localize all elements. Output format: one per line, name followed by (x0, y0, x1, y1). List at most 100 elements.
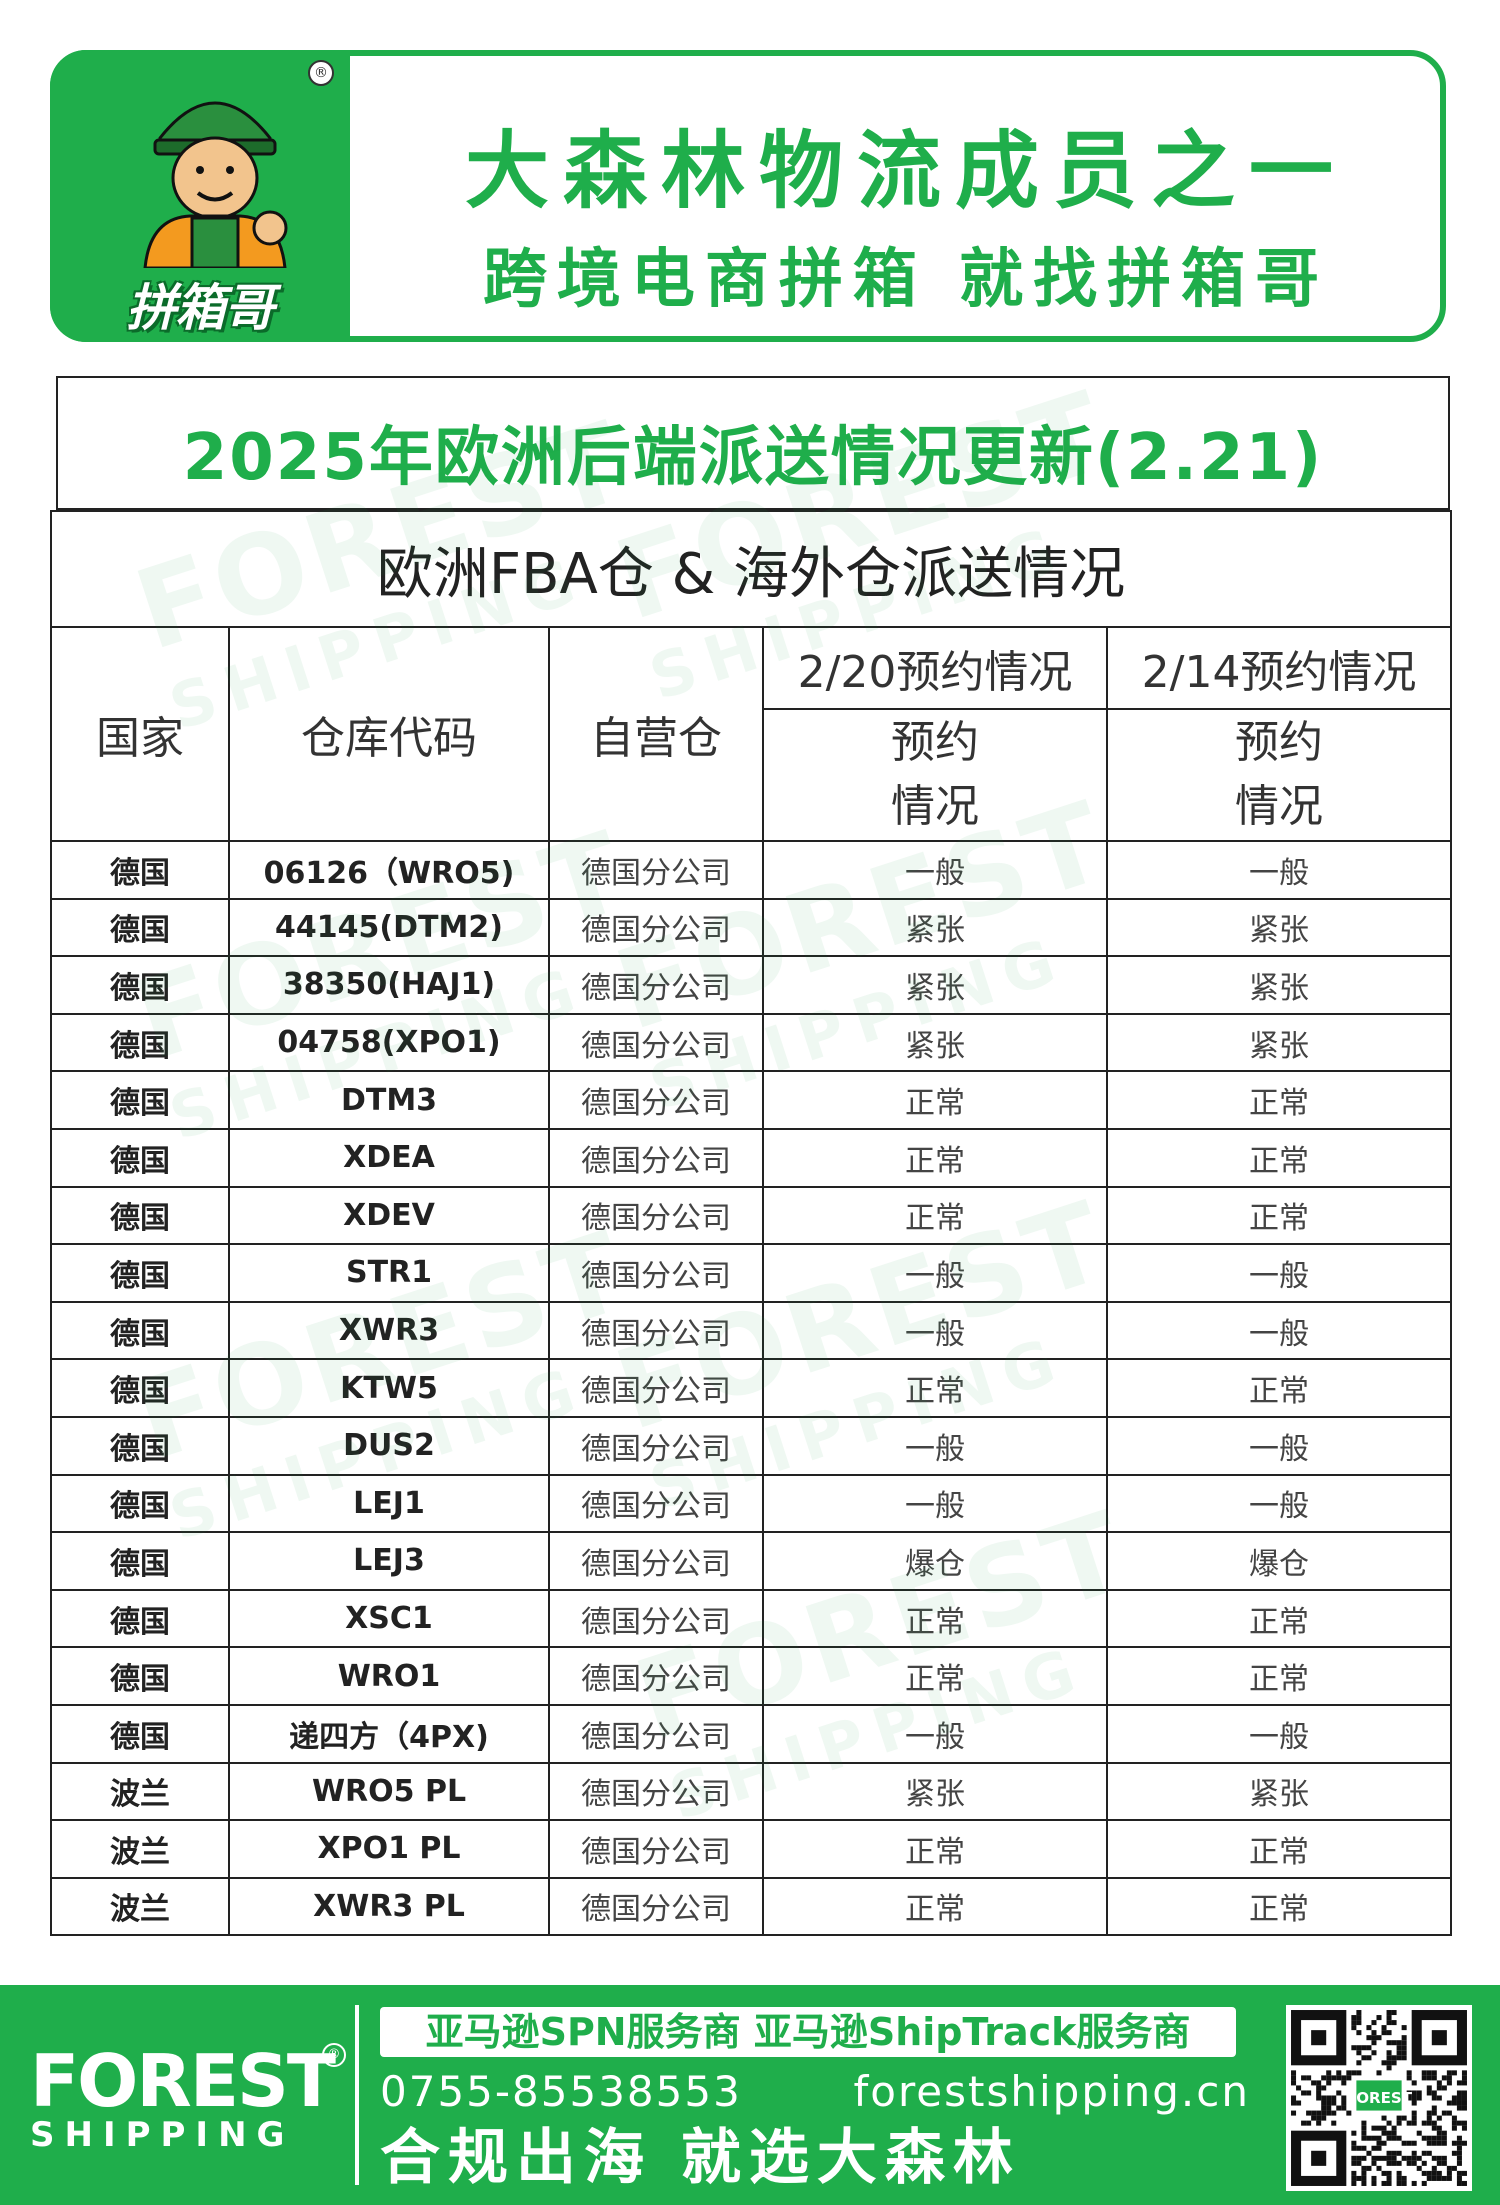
row-status-2: 紧张 (1105, 1761, 1453, 1822)
header-code: 仓库代码 (228, 626, 550, 842)
table-row: 波兰 XPO1 PL 德国分公司 正常 正常 (50, 1819, 1453, 1879)
row-own-warehouse: 德国分公司 (548, 1300, 764, 1361)
row-own-warehouse: 德国分公司 (548, 1646, 764, 1706)
row-country: 德国 (50, 1358, 230, 1418)
table-row: 德国 WRO1 德国分公司 正常 正常 (50, 1646, 1453, 1706)
row-own-warehouse: 德国分公司 (548, 1070, 764, 1130)
row-code: XWR3 PL (228, 1876, 550, 1937)
row-own-warehouse: 德国分公司 (548, 1819, 764, 1879)
table-row: 德国 DTM3 德国分公司 正常 正常 (50, 1070, 1453, 1130)
row-status-2: 正常 (1105, 1358, 1453, 1418)
row-country: 德国 (50, 1127, 230, 1188)
row-status-2: 正常 (1105, 1127, 1453, 1188)
row-own-warehouse: 德国分公司 (548, 1473, 764, 1534)
row-status-1: 正常 (762, 1588, 1108, 1649)
row-status-1: 正常 (762, 1358, 1108, 1418)
row-own-warehouse: 德国分公司 (548, 1358, 764, 1418)
footer-contact: 0755-85538553 forestshipping.cn (380, 2067, 1250, 2117)
row-code: WRO5 PL (228, 1761, 550, 1822)
header-row-2: 预约 情况 预约 情况 (51, 708, 1453, 842)
logo-panel: ® 拼箱哥 (50, 50, 350, 342)
row-code: WRO1 (228, 1646, 550, 1706)
row-country: 波兰 (50, 1761, 230, 1822)
row-status-1: 一般 (762, 840, 1108, 900)
row-status-1: 紧张 (762, 897, 1108, 958)
row-country: 波兰 (50, 1876, 230, 1937)
footer-brand-sub: SHIPPING (30, 2115, 295, 2155)
row-code: LEJ3 (228, 1531, 550, 1591)
row-own-warehouse: 德国分公司 (548, 1127, 764, 1188)
row-country: 德国 (50, 897, 230, 958)
table-row: 波兰 XWR3 PL 德国分公司 正常 正常 (50, 1876, 1453, 1937)
row-code: LEJ1 (228, 1473, 550, 1534)
row-status-2: 爆仓 (1105, 1531, 1453, 1591)
row-status-2: 一般 (1105, 1243, 1453, 1303)
row-status-1: 正常 (762, 1819, 1108, 1879)
footer-divider (355, 2005, 359, 2185)
qr-label: FOREST (1346, 2089, 1413, 2107)
row-status-1: 正常 (762, 1070, 1108, 1130)
row-own-warehouse: 德国分公司 (548, 1703, 764, 1764)
footer-website[interactable]: forestshipping.cn (853, 2067, 1250, 2116)
table-row: 德国 递四方（4PX) 德国分公司 一般 一般 (50, 1703, 1453, 1764)
row-own-warehouse: 德国分公司 (548, 1415, 764, 1476)
table-row: 德国 XSC1 德国分公司 正常 正常 (50, 1588, 1453, 1649)
row-own-warehouse: 德国分公司 (548, 897, 764, 958)
slogan-line-2: 跨境电商拼箱 就找拼箱哥 (482, 243, 1330, 317)
row-status-2: 正常 (1105, 1185, 1453, 1246)
row-status-2: 紧张 (1105, 955, 1453, 1015)
row-status-2: 正常 (1105, 1646, 1453, 1706)
qr-code-icon[interactable]: FOREST (1286, 2005, 1472, 2191)
row-country: 德国 (50, 1473, 230, 1534)
row-status-1: 正常 (762, 1127, 1108, 1188)
registered-mark: ® (308, 60, 334, 86)
row-code: 38350(HAJ1) (228, 955, 550, 1015)
top-banner: ® 拼箱哥 大森林物流成员之一 跨境电商拼箱 就找拼箱哥 (50, 50, 1446, 342)
footer: FOREST SHIPPING ® 亚马逊SPN服务商 亚马逊ShipTrack… (0, 1985, 1500, 2205)
row-code: XDEV (228, 1185, 550, 1246)
footer-logo: FOREST SHIPPING (30, 2045, 350, 2153)
row-status-1: 一般 (762, 1243, 1108, 1303)
table-row: 德国 STR1 德国分公司 一般 一般 (50, 1243, 1453, 1303)
table-row: 德国 DUS2 德国分公司 一般 一般 (50, 1415, 1453, 1476)
mascot-icon (143, 101, 288, 268)
row-country: 德国 (50, 955, 230, 1015)
header-period-2: 2/14预约情况 (1105, 626, 1453, 710)
row-country: 德国 (50, 1646, 230, 1706)
row-code: XDEA (228, 1127, 550, 1188)
row-status-2: 紧张 (1105, 897, 1453, 958)
footer-brand: FOREST (30, 2039, 336, 2123)
table-row: 德国 06126（WRO5) 德国分公司 一般 一般 (50, 840, 1453, 900)
footer-slogan: 合规出海 就选大森林 (380, 2123, 1021, 2193)
row-country: 德国 (50, 1070, 230, 1130)
row-status-1: 正常 (762, 1876, 1108, 1937)
table-row: 德国 XDEV 德国分公司 正常 正常 (50, 1185, 1453, 1246)
row-code: DUS2 (228, 1415, 550, 1476)
header-period-1: 2/20预约情况 (762, 626, 1108, 710)
footer-services: 亚马逊SPN服务商 亚马逊ShipTrack服务商 (380, 2007, 1236, 2057)
row-code: XPO1 PL (228, 1819, 550, 1879)
logo-text: 拼箱哥 (126, 279, 275, 337)
header-sub-1: 预约 情况 (762, 708, 1108, 842)
table-row: 德国 04758(XPO1) 德国分公司 紧张 紧张 (50, 1012, 1453, 1073)
row-own-warehouse: 德国分公司 (548, 1761, 764, 1822)
row-status-2: 正常 (1105, 1876, 1453, 1937)
row-own-warehouse: 德国分公司 (548, 1876, 764, 1937)
row-country: 德国 (50, 1012, 230, 1073)
row-status-1: 紧张 (762, 1012, 1108, 1073)
delivery-table: 欧洲FBA仓 & 海外仓派送情况 国家 仓库代码 自营仓 2/20预约情况 2/… (49, 510, 1453, 1937)
table-row: 德国 XWR3 德国分公司 一般 一般 (50, 1300, 1453, 1361)
row-status-2: 正常 (1105, 1588, 1453, 1649)
header-sub-2: 预约 情况 (1105, 708, 1453, 842)
row-code: 06126（WRO5) (228, 840, 550, 900)
row-own-warehouse: 德国分公司 (548, 1243, 764, 1303)
title-box: 2025年欧洲后端派送情况更新(2.21) (56, 376, 1450, 510)
row-status-2: 紧张 (1105, 1012, 1453, 1073)
row-code: 04758(XPO1) (228, 1012, 550, 1073)
row-own-warehouse: 德国分公司 (548, 840, 764, 900)
row-code: 44145(DTM2) (228, 897, 550, 958)
row-code: 递四方（4PX) (228, 1703, 550, 1764)
row-status-2: 一般 (1105, 840, 1453, 900)
table-row: 波兰 WRO5 PL 德国分公司 紧张 紧张 (50, 1761, 1453, 1822)
row-status-2: 一般 (1105, 1415, 1453, 1476)
